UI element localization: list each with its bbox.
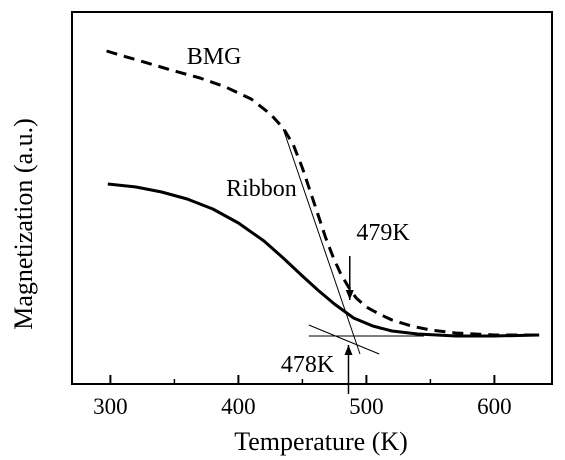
annotation-ribbon: Ribbon <box>226 176 297 202</box>
x-tick-label: 500 <box>349 394 384 419</box>
x-tick-label: 400 <box>221 394 256 419</box>
annotation-arrow-head <box>345 290 354 300</box>
tangent-line <box>308 324 380 355</box>
x-ticks: 300 400 500 600 <box>93 375 512 419</box>
x-axis-label: Temperature (K) <box>234 427 408 456</box>
plot-frame <box>71 11 553 385</box>
tangent-lines <box>282 128 424 355</box>
series-group <box>106 49 540 338</box>
x-tick-label: 600 <box>477 394 512 419</box>
series-bmg-line <box>106 49 540 337</box>
tangent-line <box>282 128 361 355</box>
annotations: BMG Ribbon 479K 478K <box>187 44 410 394</box>
y-axis-label: Magnetization (a.u.) <box>9 118 38 330</box>
series-ribbon-line <box>107 182 540 338</box>
annotation-479k: 479K <box>356 220 410 246</box>
annotation-bmg: BMG <box>187 44 242 70</box>
annotation-arrow-head <box>344 344 353 355</box>
x-tick-label: 300 <box>93 394 128 419</box>
annotation-478k: 478K <box>281 352 335 378</box>
plot-border <box>71 11 553 385</box>
